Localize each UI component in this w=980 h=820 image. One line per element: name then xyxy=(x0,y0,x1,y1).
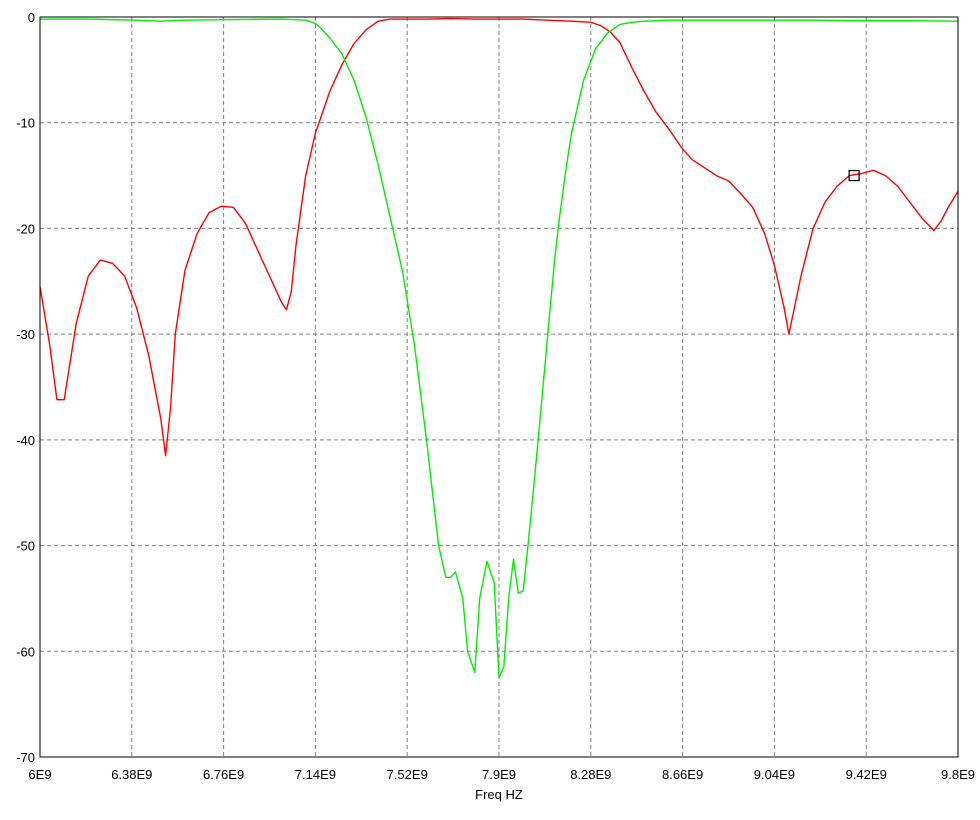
y-tick-label: 0 xyxy=(28,10,35,25)
x-tick-label: 6.38E9 xyxy=(111,767,152,782)
series-line-1 xyxy=(39,17,959,457)
series-line-2 xyxy=(40,18,959,679)
x-tick-label: 8.28E9 xyxy=(570,767,611,782)
x-axis-title: Freq HZ xyxy=(475,787,523,802)
x-tick-label: 7.9E9 xyxy=(482,767,516,782)
marker-layer xyxy=(848,169,860,182)
x-tick-label: 7.52E9 xyxy=(387,767,428,782)
y-tick-label: -10 xyxy=(16,116,35,131)
x-tick-label: 7.14E9 xyxy=(295,767,336,782)
grid-lines xyxy=(40,17,958,757)
x-tick-label: 8.66E9 xyxy=(662,767,703,782)
y-tick-label: -50 xyxy=(16,539,35,554)
y-tick-label: -20 xyxy=(16,221,35,236)
plot-area-frame xyxy=(39,16,959,758)
y-tick-label: -30 xyxy=(16,327,35,342)
y-tick-labels: 0 -10 -20 -30 -40 -50 -60 -70 xyxy=(16,10,35,765)
y-tick-label: -60 xyxy=(16,644,35,659)
x-tick-label: 9.42E9 xyxy=(846,767,887,782)
series-layer xyxy=(39,17,959,679)
x-tick-label: 6E9 xyxy=(28,767,51,782)
y-tick-label: -40 xyxy=(16,433,35,448)
x-tick-label: 6.76E9 xyxy=(203,767,244,782)
x-tick-labels: 6E9 6.38E9 6.76E9 7.14E9 7.52E9 7.9E9 8.28E9 8.… xyxy=(28,767,975,782)
x-tick-label: 9.04E9 xyxy=(754,767,795,782)
data-marker[interactable] xyxy=(848,169,860,182)
x-tick-label: 9.8E9 xyxy=(941,767,975,782)
y-tick-label: -70 xyxy=(16,750,35,765)
